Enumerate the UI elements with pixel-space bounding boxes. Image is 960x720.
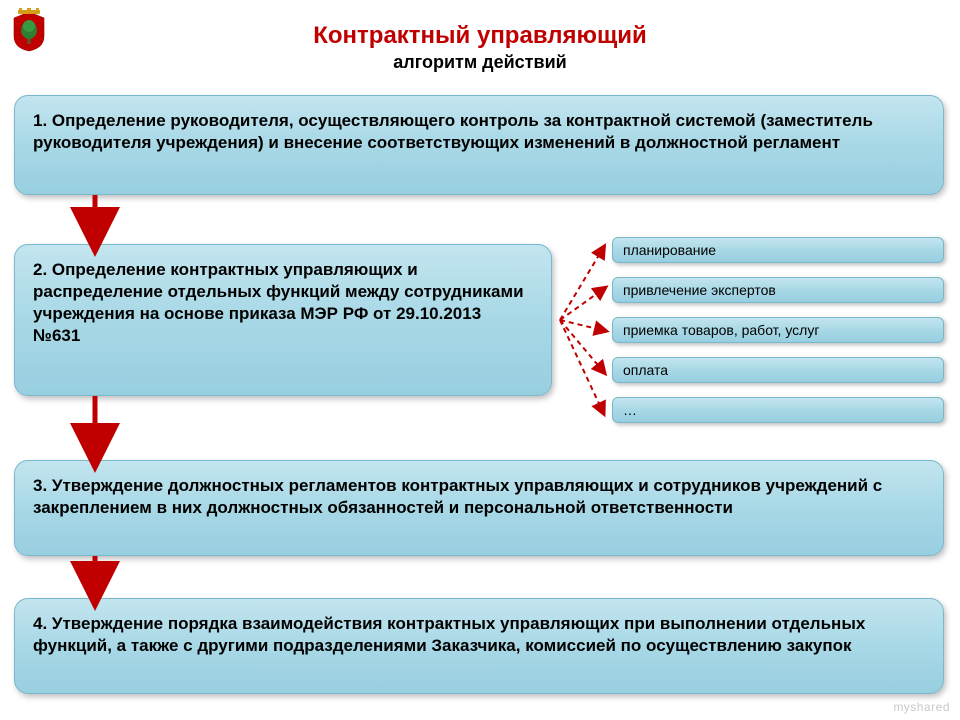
watermark: myshared — [893, 700, 950, 714]
flow-arrows — [0, 0, 960, 720]
